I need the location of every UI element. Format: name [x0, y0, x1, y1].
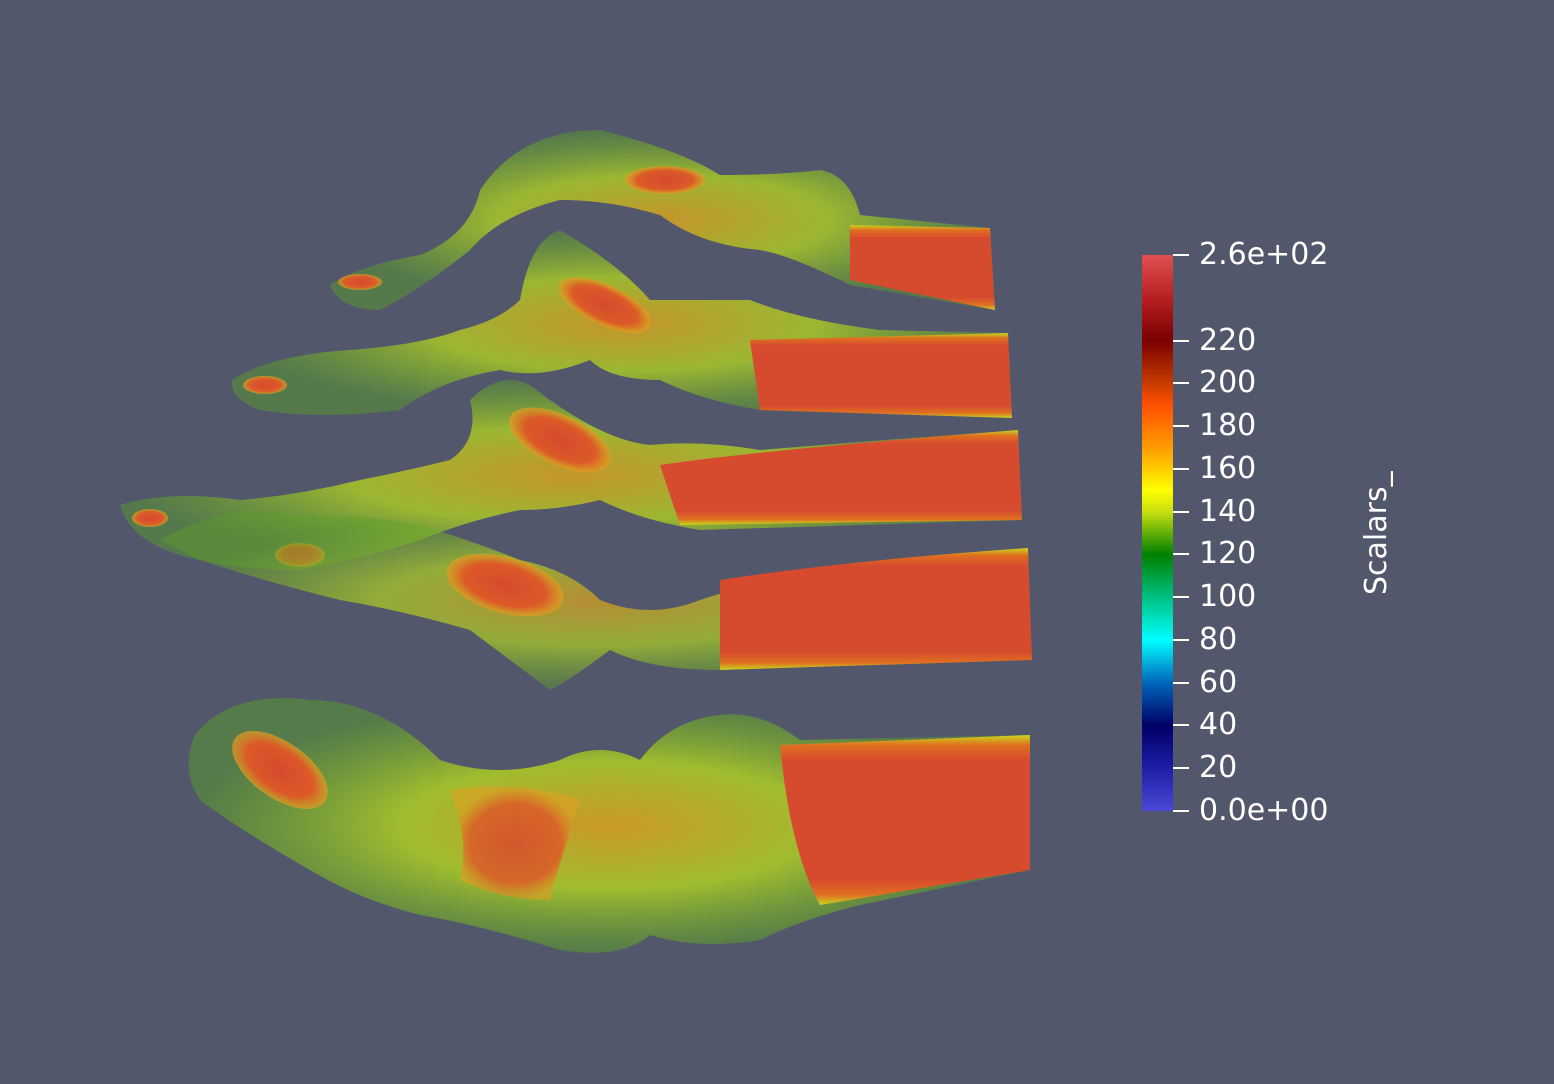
toe-2	[231, 230, 1012, 418]
scalar-bar-title-text: Scalars_	[1359, 471, 1394, 595]
scalar-bar-label: 2.6e+02	[1199, 237, 1329, 272]
scalar-bar-tick	[1173, 767, 1189, 770]
toe-1	[330, 130, 995, 310]
scalar-bar-tick	[1173, 467, 1189, 470]
scalar-bar-tick	[1173, 382, 1189, 385]
scalar-bar-tick	[1173, 596, 1189, 599]
scalar-bar-tick	[1173, 638, 1189, 641]
scalar-bar-tick	[1173, 681, 1189, 684]
scalar-bar-label: 140	[1199, 493, 1257, 529]
scalar-bar-label: 60	[1199, 664, 1238, 700]
scalar-bar-label: 120	[1199, 536, 1257, 572]
scalar-bar-label: 40	[1199, 707, 1238, 743]
scalar-bar-tick	[1173, 553, 1189, 556]
scalar-bar-tick	[1173, 510, 1189, 513]
scalar-bar-label: 180	[1199, 408, 1257, 444]
scalar-bar-label: 100	[1199, 579, 1257, 615]
scalar-bar-label: 0.0e+00	[1199, 793, 1329, 828]
scalar-bar-gradient	[1142, 255, 1173, 811]
scalar-bar-title: Scalars_	[1319, 470, 1394, 610]
scalar-bar-tick	[1173, 254, 1189, 256]
scalar-bar-tick	[1173, 425, 1189, 428]
toe-5-hallux	[188, 698, 1031, 953]
scalar-bar-label: 160	[1199, 450, 1257, 486]
scalar-bar-tick	[1173, 339, 1189, 342]
toe-4	[160, 510, 1032, 690]
scalar-bar-label: 20	[1199, 750, 1238, 786]
scalar-bar-label: 80	[1199, 621, 1238, 657]
scalar-bar-tick	[1173, 724, 1189, 727]
scalar-bar-label: 220	[1199, 322, 1257, 358]
scalar-bar-label: 200	[1199, 365, 1257, 401]
scalar-bar-tick	[1173, 810, 1189, 812]
